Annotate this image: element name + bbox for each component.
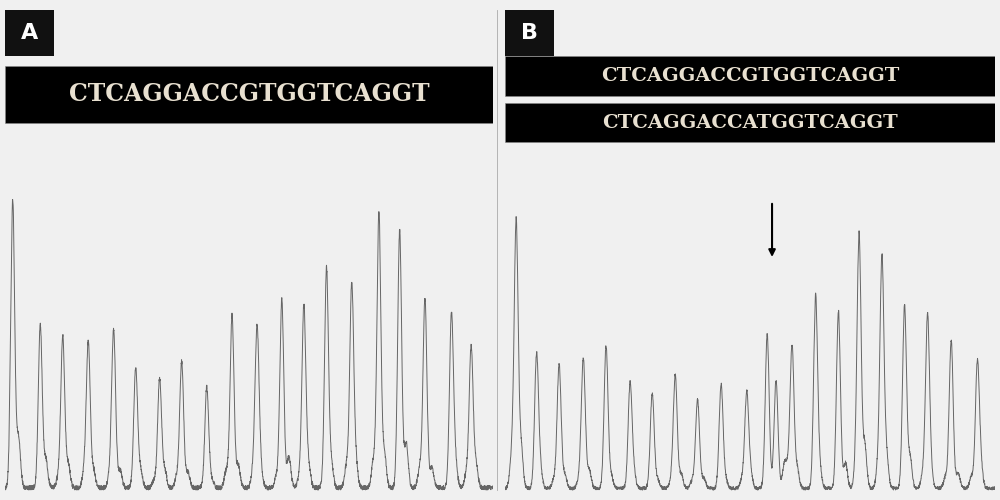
Text: CTCAGGACCATGGTCAGGT: CTCAGGACCATGGTCAGGT <box>602 114 898 132</box>
Bar <box>505 56 995 96</box>
Bar <box>5 10 54 56</box>
Bar <box>5 66 493 122</box>
Bar <box>505 103 995 142</box>
Text: CTCAGGACCGTGGTCAGGT: CTCAGGACCGTGGTCAGGT <box>601 67 899 85</box>
Text: CTCAGGACCGTGGTCAGGT: CTCAGGACCGTGGTCAGGT <box>69 82 429 106</box>
Text: A: A <box>21 24 38 44</box>
Text: B: B <box>521 24 538 44</box>
Bar <box>505 10 554 56</box>
